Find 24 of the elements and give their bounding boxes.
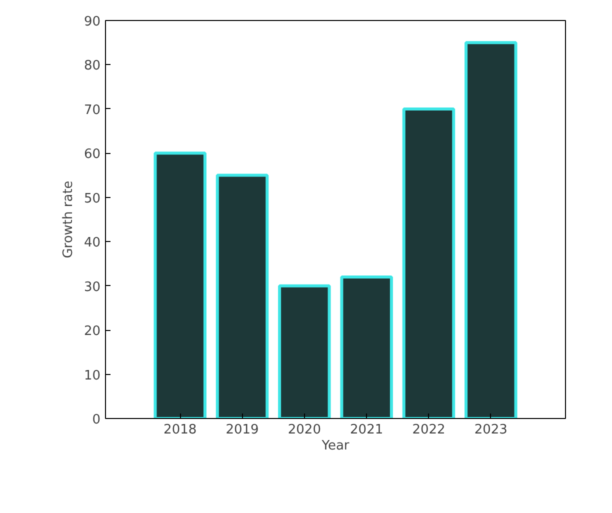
bar [464,41,518,418]
bar [402,107,456,418]
y-tick-label: 90 [84,14,101,30]
y-tick-label: 60 [84,147,101,162]
y-tick-label: 10 [84,368,101,384]
y-tick-label: 30 [84,280,101,295]
y-tick-label: 20 [84,324,101,340]
bar [216,174,269,418]
x-axis-title: Year [320,438,350,454]
y-tick-label: 80 [84,58,101,74]
bar [154,152,206,418]
y-tick-label: 50 [84,191,101,206]
y-tick-label: 0 [92,412,101,428]
y-tick-label: 40 [84,236,101,251]
y-tick-label: 70 [84,102,101,118]
x-tick-label: 2021 [350,422,384,438]
x-tick-label: 2022 [412,422,446,438]
x-tick-label: 2019 [226,422,259,438]
x-tick-label: 2020 [288,422,321,438]
x-tick-label: 2023 [474,422,508,438]
bar [278,284,331,418]
bar [340,275,393,418]
x-tick-label: 2018 [164,422,197,438]
y-axis-title: Growth rate [60,180,76,258]
